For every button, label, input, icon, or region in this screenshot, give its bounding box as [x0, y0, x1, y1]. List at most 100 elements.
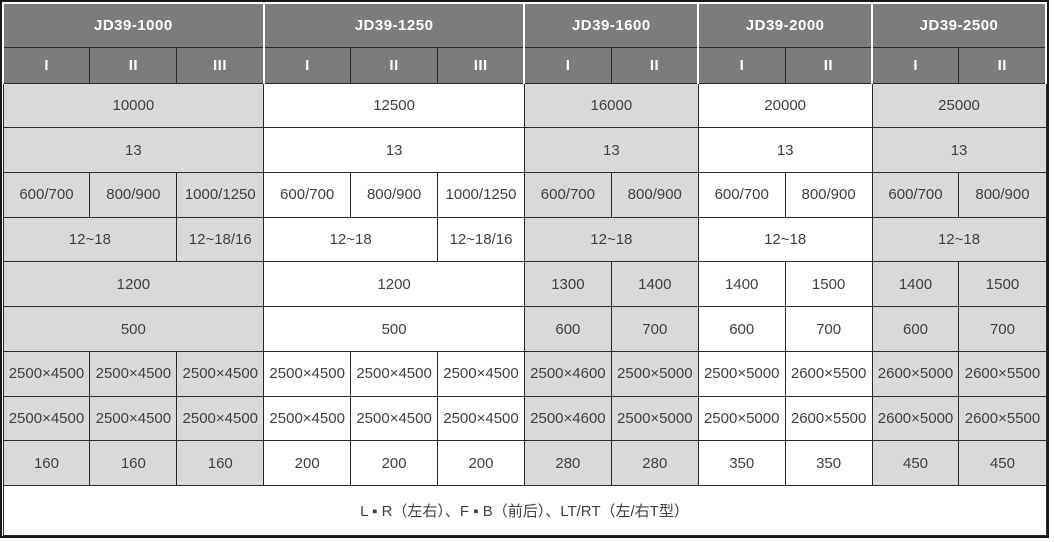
spec-cell-r9c8: 280 [610, 440, 699, 487]
spec-table-body: 10000 12500 16000 20000 25000 13 13 13 13 13 600/7… [2, 82, 1047, 536]
grade-header-jd39-1000-iii: III [176, 46, 265, 84]
spec-cell-r4c11: 12~18 [871, 216, 1047, 263]
model-header-jd39-2000: JD39-2000 [697, 2, 873, 48]
spec-cell-r5c12: 1500 [958, 261, 1047, 308]
spec-table: JD39-1000 JD39-1250 JD39-1600 JD39-2000 JD39… [2, 2, 1048, 536]
spec-cell-r4c6: 12~18/16 [437, 216, 525, 263]
spec-cell-r4c1: 12~18 [2, 216, 178, 263]
spec-cell-r7c11: 2600×5000 [871, 350, 960, 397]
spec-cell-r6c11: 600 [871, 306, 960, 352]
spec-cell-r2c7: 13 [523, 127, 699, 173]
spec-cell-r3c8: 800/900 [610, 171, 699, 218]
grade-header-jd39-2000-i: I [697, 46, 786, 84]
spec-cell-r9c1: 160 [2, 440, 91, 487]
spec-cell-r7c10: 2600×5500 [784, 350, 873, 397]
spec-cell-r7c5: 2500×4500 [350, 350, 439, 397]
spec-cell-r6c9: 600 [697, 306, 786, 352]
spec-cell-r3c11: 600/700 [871, 171, 960, 218]
grade-header-jd39-2000-ii: II [784, 46, 873, 84]
spec-cell-r9c3: 160 [176, 440, 265, 487]
spec-cell-r8c12: 2600×5500 [958, 395, 1047, 442]
spec-cell-r3c10: 800/900 [784, 171, 873, 218]
spec-cell-r2c11: 13 [871, 127, 1047, 173]
spec-cell-r3c12: 800/900 [958, 171, 1047, 218]
spec-cell-r9c10: 350 [784, 440, 873, 487]
grade-header-jd39-1600-i: I [523, 46, 612, 84]
spec-cell-r5c4: 1200 [263, 261, 525, 308]
spec-cell-r4c3: 12~18/16 [176, 216, 265, 263]
spec-row-9: 160 160 160 200 200 200 280 280 350 350 450 450 [2, 440, 1047, 487]
spec-cell-r9c5: 200 [350, 440, 439, 487]
spec-cell-r7c7: 2500×4600 [523, 350, 612, 397]
grade-header-jd39-1000-i: I [2, 46, 91, 84]
spec-cell-r7c2: 2500×4500 [89, 350, 178, 397]
spec-row-7: 2500×4500 2500×4500 2500×4500 2500×4500 2500… [2, 350, 1047, 397]
spec-cell-r9c6: 200 [437, 440, 525, 487]
spec-row-6: 500 500 600 700 600 700 600 700 [2, 306, 1047, 352]
spec-cell-r9c7: 280 [523, 440, 612, 487]
spec-cell-r3c1: 600/700 [2, 171, 91, 218]
spec-cell-r9c12: 450 [958, 440, 1047, 487]
spec-row-8: 2500×4500 2500×4500 2500×4500 2500×4500 2500… [2, 395, 1047, 442]
spec-row-4: 12~18 12~18/16 12~18 12~18/16 12~18 12~18 12~1… [2, 216, 1047, 263]
spec-cell-r3c4: 600/700 [263, 171, 352, 218]
spec-cell-r4c4: 12~18 [263, 216, 439, 263]
spec-cell-r8c2: 2500×4500 [89, 395, 178, 442]
spec-row-2: 13 13 13 13 13 [2, 127, 1047, 173]
spec-cell-r1c7: 16000 [523, 82, 699, 129]
spec-cell-r5c9: 1400 [697, 261, 786, 308]
grade-header-jd39-1600-ii: II [610, 46, 699, 84]
spec-cell-r3c7: 600/700 [523, 171, 612, 218]
spec-cell-r3c6: 1000/1250 [437, 171, 525, 218]
spec-cell-r8c8: 2500×5000 [610, 395, 699, 442]
spec-cell-r7c3: 2500×4500 [176, 350, 265, 397]
spec-cell-r7c4: 2500×4500 [263, 350, 352, 397]
model-header-row: JD39-1000 JD39-1250 JD39-1600 JD39-2000 JD39… [2, 2, 1047, 48]
spec-cell-r9c2: 160 [89, 440, 178, 487]
spec-cell-r3c9: 600/700 [697, 171, 786, 218]
grade-header-jd39-1250-ii: II [350, 46, 439, 84]
spec-cell-r8c1: 2500×4500 [2, 395, 91, 442]
spec-cell-r7c6: 2500×4500 [437, 350, 525, 397]
spec-cell-r6c4: 500 [263, 306, 525, 352]
spec-row-5: 1200 1200 1300 1400 1400 1500 1400 1500 [2, 261, 1047, 308]
spec-cell-r5c8: 1400 [610, 261, 699, 308]
spec-cell-r3c5: 800/900 [350, 171, 439, 218]
spec-cell-r7c9: 2500×5000 [697, 350, 786, 397]
spec-cell-r6c7: 600 [523, 306, 612, 352]
spec-cell-r6c12: 700 [958, 306, 1047, 352]
spec-cell-r8c11: 2600×5000 [871, 395, 960, 442]
spec-cell-r7c8: 2500×5000 [610, 350, 699, 397]
spec-cell-r3c2: 800/900 [89, 171, 178, 218]
spec-cell-r7c12: 2600×5500 [958, 350, 1047, 397]
spec-cell-r4c7: 12~18 [523, 216, 699, 263]
spec-cell-r4c9: 12~18 [697, 216, 873, 263]
spec-cell-r8c6: 2500×4500 [437, 395, 525, 442]
spec-cell-r8c7: 2500×4600 [523, 395, 612, 442]
spec-cell-r8c5: 2500×4500 [350, 395, 439, 442]
spec-cell-r7c1: 2500×4500 [2, 350, 91, 397]
grade-header-jd39-2500-i: I [871, 46, 960, 84]
spec-cell-r8c10: 2600×5500 [784, 395, 873, 442]
spec-cell-r1c4: 12500 [263, 82, 525, 129]
spec-table-header: JD39-1000 JD39-1250 JD39-1600 JD39-2000 JD39… [2, 2, 1048, 84]
model-header-jd39-1000: JD39-1000 [2, 2, 265, 48]
spec-cell-r2c9: 13 [697, 127, 873, 173]
model-header-jd39-1250: JD39-1250 [262, 2, 525, 48]
model-header-jd39-1600: JD39-1600 [523, 2, 699, 48]
spec-row-3: 600/700 800/900 1000/1250 600/700 800/900 100… [2, 171, 1047, 218]
spec-cell-r6c1: 500 [2, 306, 265, 352]
spec-cell-r9c4: 200 [263, 440, 352, 487]
spec-cell-r5c11: 1400 [871, 261, 960, 308]
spec-cell-r2c4: 13 [263, 127, 525, 173]
grade-header-jd39-1250-iii: III [437, 46, 525, 84]
grade-header-jd39-2500-ii: II [958, 46, 1048, 84]
spec-cell-r1c11: 25000 [871, 82, 1047, 129]
spec-cell-r8c3: 2500×4500 [176, 395, 265, 442]
spec-cell-r3c3: 1000/1250 [176, 171, 265, 218]
grade-header-row: I II III I II III I II I II I II [2, 46, 1048, 84]
spec-cell-r5c10: 1500 [784, 261, 873, 308]
footer-row: L ▪ R（左右）、F ▪ B（前后）、LT/RT（左/右T型） [2, 485, 1047, 536]
